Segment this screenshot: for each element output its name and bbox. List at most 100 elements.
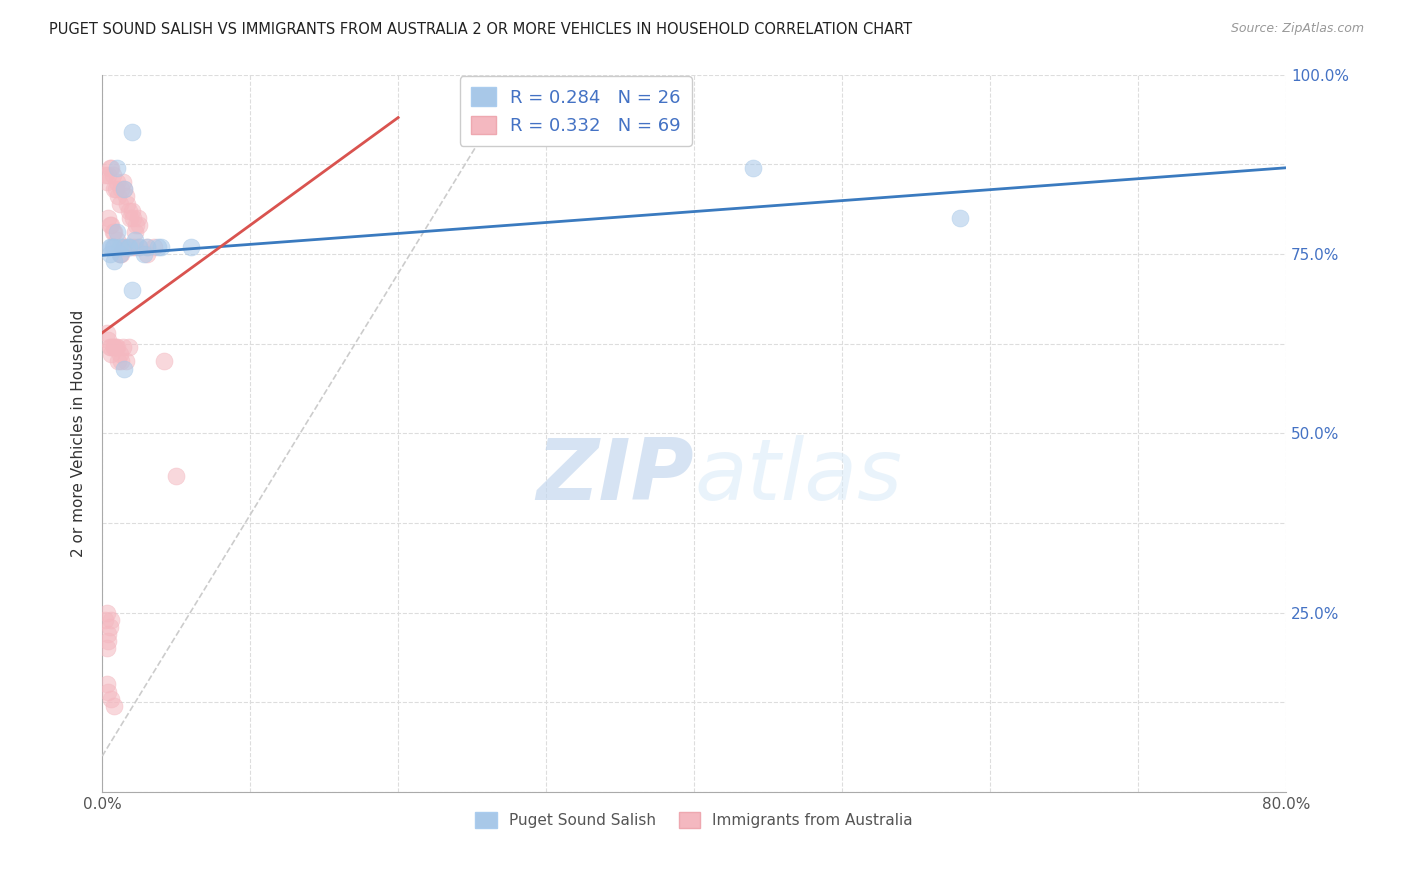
Point: [117, 240, 139, 254]
Point: [104, 182, 127, 196]
Point: [100, 691, 122, 706]
Point: [110, 182, 132, 196]
Point: [118, 340, 141, 354]
Point: [105, 225, 128, 239]
Point: [118, 203, 141, 218]
Point: [100, 347, 122, 361]
Point: [112, 182, 135, 196]
Point: [111, 340, 134, 354]
Point: [135, 240, 157, 254]
Point: [121, 203, 143, 218]
Point: [135, 240, 157, 254]
Y-axis label: 2 or more Vehicles in Household: 2 or more Vehicles in Household: [72, 310, 86, 557]
Point: [180, 240, 202, 254]
Point: [100, 613, 122, 627]
Point: [96, 606, 118, 620]
Point: [104, 340, 127, 354]
Point: [118, 240, 141, 254]
Point: [97, 627, 120, 641]
Text: ZIP: ZIP: [537, 434, 695, 517]
Point: [111, 175, 134, 189]
Point: [100, 218, 122, 232]
Point: [105, 161, 128, 175]
Point: [103, 240, 125, 254]
Point: [143, 240, 166, 254]
Point: [117, 196, 139, 211]
Point: [124, 240, 146, 254]
Point: [128, 240, 150, 254]
Point: [125, 218, 148, 232]
Point: [105, 340, 128, 354]
Text: atlas: atlas: [695, 434, 903, 517]
Point: [124, 233, 146, 247]
Point: [121, 283, 143, 297]
Point: [107, 189, 129, 203]
Point: [98, 340, 121, 354]
Point: [103, 182, 125, 196]
Point: [103, 698, 125, 713]
Point: [135, 247, 157, 261]
Point: [96, 326, 118, 340]
Point: [108, 247, 131, 261]
Point: [96, 641, 118, 656]
Point: [121, 240, 143, 254]
Point: [97, 634, 120, 648]
Point: [148, 240, 170, 254]
Point: [115, 240, 138, 254]
Point: [97, 333, 120, 347]
Point: [111, 240, 134, 254]
Point: [103, 225, 125, 239]
Point: [101, 168, 124, 182]
Point: [115, 189, 138, 203]
Point: [101, 240, 124, 254]
Point: [103, 340, 125, 354]
Point: [121, 125, 143, 139]
Point: [115, 354, 138, 368]
Point: [94, 168, 117, 182]
Point: [112, 361, 135, 376]
Point: [949, 211, 972, 225]
Point: [132, 247, 155, 261]
Point: [98, 247, 121, 261]
Point: [100, 340, 122, 354]
Point: [97, 211, 120, 225]
Point: [150, 240, 173, 254]
Point: [120, 211, 142, 225]
Point: [165, 469, 187, 483]
Point: [127, 211, 149, 225]
Point: [110, 247, 132, 261]
Point: [108, 347, 131, 361]
Point: [101, 225, 124, 239]
Point: [103, 340, 125, 354]
Point: [108, 196, 131, 211]
Point: [108, 247, 131, 261]
Point: [107, 354, 129, 368]
Point: [105, 175, 128, 189]
Legend: Puget Sound Salish, Immigrants from Australia: Puget Sound Salish, Immigrants from Aust…: [470, 806, 920, 835]
Text: Source: ZipAtlas.com: Source: ZipAtlas.com: [1230, 22, 1364, 36]
Point: [110, 354, 132, 368]
Point: [100, 161, 122, 175]
Point: [103, 254, 125, 268]
Point: [124, 225, 146, 239]
Point: [105, 233, 128, 247]
Point: [112, 182, 135, 196]
Point: [98, 161, 121, 175]
Point: [97, 168, 120, 182]
Point: [98, 620, 121, 634]
Point: [96, 677, 118, 691]
Point: [100, 240, 122, 254]
Point: [122, 211, 145, 225]
Point: [98, 218, 121, 232]
Point: [128, 218, 150, 232]
Point: [108, 240, 131, 254]
Point: [98, 240, 121, 254]
Point: [118, 240, 141, 254]
Point: [112, 240, 135, 254]
Point: [96, 175, 118, 189]
Point: [97, 684, 120, 698]
Text: PUGET SOUND SALISH VS IMMIGRANTS FROM AUSTRALIA 2 OR MORE VEHICLES IN HOUSEHOLD : PUGET SOUND SALISH VS IMMIGRANTS FROM AU…: [49, 22, 912, 37]
Point: [742, 161, 765, 175]
Point: [128, 240, 150, 254]
Point: [94, 613, 117, 627]
